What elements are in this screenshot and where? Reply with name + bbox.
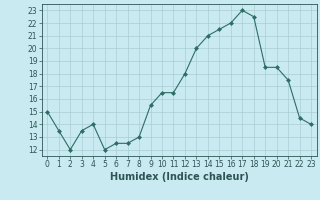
X-axis label: Humidex (Indice chaleur): Humidex (Indice chaleur)	[110, 172, 249, 182]
